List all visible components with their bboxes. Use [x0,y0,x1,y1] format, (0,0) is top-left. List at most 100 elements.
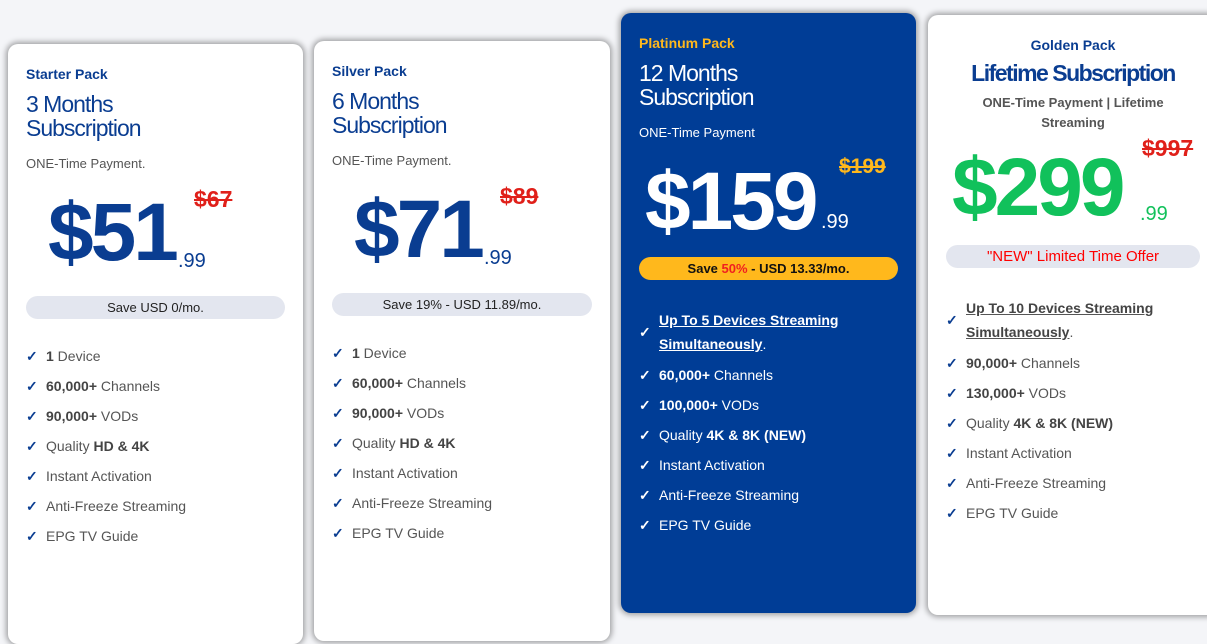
plan-title: 3 Months Subscription [26,91,142,141]
price-main: $51 [48,187,179,278]
feature-text: 60,000+ Channels [659,367,774,383]
feature-item: ✓ Instant Activation [332,458,592,488]
feature-text: EPG TV Guide [659,517,752,533]
feature-text: Quality 4K & 8K (NEW) [966,415,1114,431]
feature-item: ✓ Quality HD & 4K [332,428,592,458]
price-main: $159 [645,156,818,247]
check-icon: ✓ [639,397,651,413]
feature-list: ✓ Up To 5 Devices Streaming Simultaneousl… [639,304,898,360]
feature-text: EPG TV Guide [352,525,445,541]
payment-note: ONE-Time Payment. [26,156,146,171]
check-icon: ✓ [639,457,651,473]
plan-title: 6 Months Subscription [332,88,448,138]
feature-item: ✓ 60,000+ Channels [332,368,592,398]
pack-name: Platinum Pack [639,35,735,51]
feature-text: 100,000+ VODs [659,397,760,413]
feature-item: ✓ Anti-Freeze Streaming [639,480,898,510]
feature-devices: ✓ Up To 10 Devices Streaming Simultaneous… [946,292,1200,348]
check-icon: ✓ [946,312,958,328]
feature-item: ✓ 1 Device [26,341,285,371]
plan-title: Lifetime Subscription [971,60,1176,86]
devices-link[interactable]: Up To 10 Devices Streaming Simultaneousl… [966,300,1154,340]
pack-name: Starter Pack [26,66,108,82]
feature-item: ✓ EPG TV Guide [332,518,592,548]
old-price: $199 [839,155,886,178]
feature-list: ✓ 1 Device ✓ 60,000+ Channels ✓ 90,000+ VODs ✓… [26,341,285,551]
check-icon: ✓ [26,528,38,544]
feature-text: Quality HD & 4K [352,435,456,451]
check-icon: ✓ [946,505,958,521]
price: $299 .99 $997 [946,135,1200,245]
check-icon: ✓ [639,427,651,443]
old-price: $89 [500,183,539,209]
check-icon: ✓ [26,468,38,484]
feature-item: ✓ 1 Device [332,338,592,368]
feature-text: 90,000+ Channels [966,355,1081,371]
feature-list: ✓ 90,000+ Channels ✓ 130,000+ VODs ✓ Quality … [946,348,1200,528]
price-cents: .99 [484,247,512,269]
price-main: $71 [354,184,485,275]
feature-item: ✓ 90,000+ VODs [26,401,285,431]
check-icon: ✓ [26,408,38,424]
feature-text: Instant Activation [352,465,458,481]
feature-text: 60,000+ Channels [46,378,161,394]
feature-text: Instant Activation [659,457,765,473]
check-icon: ✓ [332,435,344,451]
feature-text: 1 Device [352,345,407,361]
feature-list: ✓ 1 Device ✓ 60,000+ Channels ✓ 90,000+ VODs ✓… [332,338,592,548]
feature-text: Anti-Freeze Streaming [966,475,1107,491]
feature-item: ✓ EPG TV Guide [26,521,285,551]
old-price: $67 [194,186,233,212]
feature-item: ✓ Quality 4K & 8K (NEW) [639,420,898,450]
feature-item: ✓ 100,000+ VODs [639,390,898,420]
feature-text: 90,000+ VODs [46,408,139,424]
feature-text: EPG TV Guide [46,528,139,544]
check-icon: ✓ [332,465,344,481]
payment-note: ONE-Time Payment | Lifetime Streaming [982,95,1164,130]
price-main: $299 [952,142,1125,233]
offer-badge: "NEW" Limited Time Offer [946,245,1200,268]
pack-name: Golden Pack [1030,37,1116,53]
price: $71 .99 $89 [332,175,592,293]
feature-item: ✓ 90,000+ Channels [946,348,1200,378]
check-icon: ✓ [26,378,38,394]
feature-list: ✓ 60,000+ Channels ✓ 100,000+ VODs ✓ Quality … [639,360,898,540]
check-icon: ✓ [946,415,958,431]
devices-link[interactable]: Up To 5 Devices Streaming Simultaneously [659,312,839,352]
payment-note: ONE-Time Payment. [332,153,452,168]
check-icon: ✓ [26,348,38,364]
check-icon: ✓ [332,345,344,361]
feature-item: ✓ Instant Activation [946,438,1200,468]
price: $159 .99 $199 [639,147,898,257]
check-icon: ✓ [332,495,344,511]
feature-item: ✓ EPG TV Guide [946,498,1200,528]
feature-text: 90,000+ VODs [352,405,445,421]
price-cents: .99 [1140,203,1168,225]
savings-badge: Save USD 0/mo. [26,296,285,319]
payment-note: ONE-Time Payment [639,125,755,140]
check-icon: ✓ [332,525,344,541]
feature-item: ✓ Quality 4K & 8K (NEW) [946,408,1200,438]
check-icon: ✓ [946,355,958,371]
feature-item: ✓ Instant Activation [639,450,898,480]
feature-item: ✓ 90,000+ VODs [332,398,592,428]
feature-text: Instant Activation [46,468,152,484]
check-icon: ✓ [946,385,958,401]
feature-item: ✓ Instant Activation [26,461,285,491]
silver-pack-card: Silver Pack 6 Months Subscription ONE-Tim… [314,41,610,641]
feature-text: Anti-Freeze Streaming [46,498,187,514]
check-icon: ✓ [946,475,958,491]
starter-pack-card: Starter Pack 3 Months Subscription ONE-Ti… [8,44,303,644]
feature-item: ✓ 60,000+ Channels [26,371,285,401]
old-price: $997 [1142,135,1194,161]
check-icon: ✓ [639,324,651,340]
check-icon: ✓ [26,438,38,454]
feature-item: ✓ Anti-Freeze Streaming [946,468,1200,498]
feature-text: Anti-Freeze Streaming [659,487,800,503]
feature-text: 60,000+ Channels [352,375,467,391]
feature-item: ✓ 60,000+ Channels [639,360,898,390]
check-icon: ✓ [946,445,958,461]
check-icon: ✓ [332,405,344,421]
check-icon: ✓ [639,517,651,533]
feature-text: Quality HD & 4K [46,438,150,454]
